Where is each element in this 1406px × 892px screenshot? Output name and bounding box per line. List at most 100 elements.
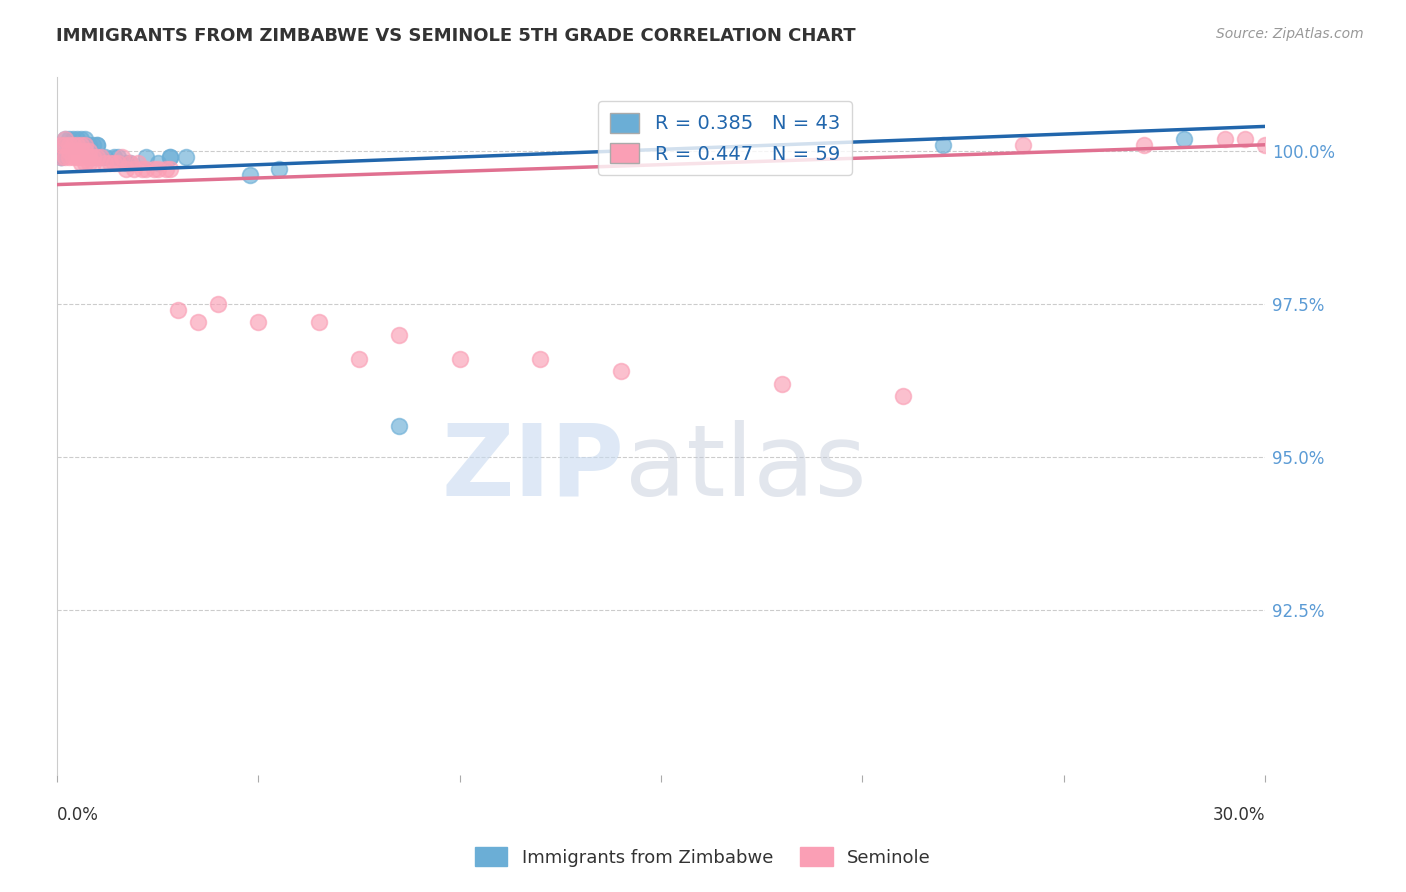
Point: [529, 352, 551, 367]
Point: [159, 162, 181, 177]
Point: [103, 156, 125, 170]
Point: [53, 137, 76, 152]
Point: [86, 150, 108, 164]
Point: [53, 131, 76, 145]
Point: [131, 162, 153, 177]
Point: [174, 150, 197, 164]
Point: [135, 150, 157, 164]
Point: [82, 137, 104, 152]
Point: [107, 156, 129, 170]
Point: [51, 150, 73, 164]
Point: [239, 169, 262, 183]
Point: [75, 156, 97, 170]
Point: [62, 131, 84, 145]
Point: [62, 150, 84, 164]
Text: Source: ZipAtlas.com: Source: ZipAtlas.com: [1216, 27, 1364, 41]
Point: [1133, 137, 1156, 152]
Point: [94, 150, 117, 164]
Point: [118, 156, 141, 170]
Point: [388, 327, 411, 342]
Point: [155, 162, 177, 177]
Point: [58, 144, 80, 158]
Point: [75, 137, 97, 152]
Legend: R = 0.385   N = 43, R = 0.447   N = 59: R = 0.385 N = 43, R = 0.447 N = 59: [599, 101, 852, 175]
Point: [79, 150, 101, 164]
Point: [146, 162, 169, 177]
Point: [70, 156, 93, 170]
Point: [1233, 131, 1256, 145]
Point: [247, 315, 270, 329]
Point: [58, 150, 80, 164]
Point: [1173, 131, 1195, 145]
Point: [146, 156, 169, 170]
Point: [86, 137, 108, 152]
Point: [347, 352, 370, 367]
Point: [53, 150, 76, 164]
Point: [103, 150, 125, 164]
Point: [94, 156, 117, 170]
Point: [770, 376, 793, 391]
Point: [1012, 137, 1035, 152]
Point: [70, 137, 93, 152]
Point: [66, 144, 89, 158]
Point: [66, 131, 89, 145]
Point: [70, 137, 93, 152]
Point: [159, 150, 181, 164]
Point: [609, 364, 631, 378]
Point: [107, 150, 129, 164]
Text: 30.0%: 30.0%: [1212, 806, 1265, 824]
Point: [70, 137, 93, 152]
Point: [135, 162, 157, 177]
Text: 0.0%: 0.0%: [58, 806, 98, 824]
Point: [118, 156, 141, 170]
Point: [932, 137, 955, 152]
Point: [114, 162, 136, 177]
Point: [127, 156, 149, 170]
Point: [142, 162, 165, 177]
Point: [58, 137, 80, 152]
Point: [58, 137, 80, 152]
Point: [122, 162, 145, 177]
Point: [62, 137, 84, 152]
Point: [51, 137, 73, 152]
Point: [187, 315, 209, 329]
Point: [75, 137, 97, 152]
Point: [75, 131, 97, 145]
Point: [66, 137, 89, 152]
Point: [53, 131, 76, 145]
Point: [79, 150, 101, 164]
Point: [66, 150, 89, 164]
Point: [114, 156, 136, 170]
Point: [75, 137, 97, 152]
Point: [167, 303, 190, 318]
Point: [70, 150, 93, 164]
Point: [70, 137, 93, 152]
Point: [1213, 131, 1236, 145]
Point: [51, 150, 73, 164]
Text: atlas: atlas: [624, 420, 866, 516]
Point: [79, 156, 101, 170]
Point: [308, 315, 330, 329]
Point: [90, 150, 112, 164]
Point: [70, 131, 93, 145]
Point: [75, 144, 97, 158]
Point: [82, 150, 104, 164]
Point: [82, 150, 104, 164]
Point: [58, 137, 80, 152]
Point: [267, 162, 290, 177]
Point: [51, 150, 73, 164]
Point: [207, 297, 229, 311]
Point: [66, 137, 89, 152]
Point: [110, 150, 132, 164]
Legend: Immigrants from Zimbabwe, Seminole: Immigrants from Zimbabwe, Seminole: [468, 840, 938, 874]
Point: [79, 144, 101, 158]
Point: [62, 137, 84, 152]
Point: [159, 150, 181, 164]
Point: [86, 137, 108, 152]
Point: [86, 150, 108, 164]
Point: [82, 156, 104, 170]
Point: [891, 389, 914, 403]
Point: [1254, 137, 1277, 152]
Point: [66, 137, 89, 152]
Point: [388, 419, 411, 434]
